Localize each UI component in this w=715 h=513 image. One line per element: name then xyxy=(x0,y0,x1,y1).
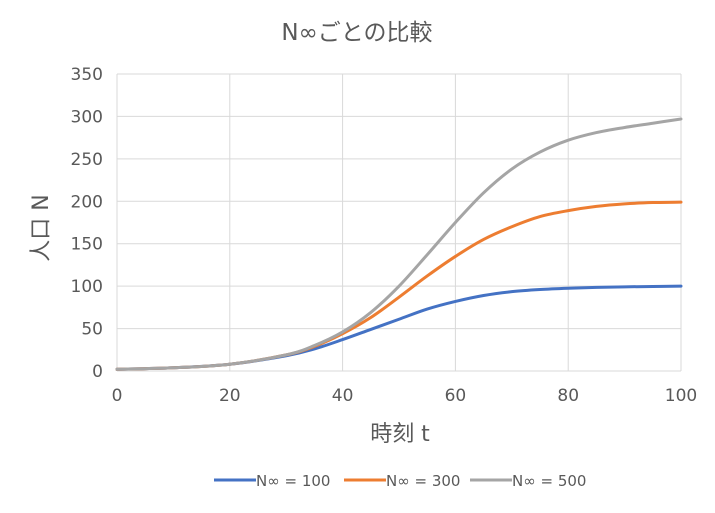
y-tick-label: 200 xyxy=(71,192,103,212)
x-tick-label: 40 xyxy=(332,386,354,406)
y-tick-label: 350 xyxy=(71,65,103,85)
x-axis-title: 時刻 t xyxy=(370,422,430,447)
y-tick-label: 300 xyxy=(71,107,103,127)
x-tick-label: 100 xyxy=(665,386,697,406)
legend-label: N∞ = 100 xyxy=(256,472,330,490)
y-tick-label: 50 xyxy=(81,320,103,340)
series-lines xyxy=(115,117,683,371)
x-tick-label: 60 xyxy=(445,386,467,406)
x-tick-label: 80 xyxy=(557,386,579,406)
series-line-3 xyxy=(115,117,683,371)
legend: N∞ = 100 N∞ = 300 N∞ = 500 xyxy=(214,472,586,490)
grid xyxy=(116,73,682,372)
y-tick-label: 250 xyxy=(71,150,103,170)
tick-labels: 0 50 100 150 200 250 300 350 0 20 40 60 80 100 xyxy=(71,65,698,406)
y-axis-title: 人口 N xyxy=(29,194,54,261)
legend-label: N∞ = 300 xyxy=(386,472,460,490)
x-tick-label: 0 xyxy=(112,386,123,406)
y-tick-label: 150 xyxy=(71,235,103,255)
chart-title: N∞ごとの比較 xyxy=(281,20,432,46)
y-tick-label: 0 xyxy=(92,362,103,382)
y-tick-label: 100 xyxy=(71,277,103,297)
x-tick-label: 20 xyxy=(219,386,241,406)
legend-label: N∞ = 500 xyxy=(512,472,586,490)
